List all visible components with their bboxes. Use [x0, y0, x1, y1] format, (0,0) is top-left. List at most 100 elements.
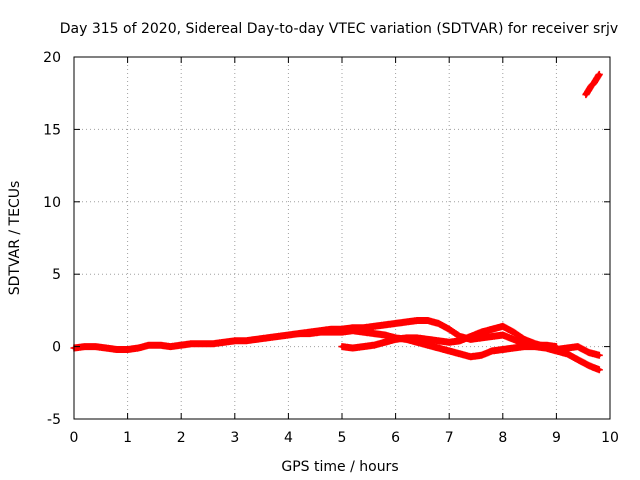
data-point	[233, 339, 237, 343]
y-tick-label: -5	[47, 412, 61, 428]
data-point	[584, 92, 588, 97]
data-point	[468, 354, 473, 359]
data-point	[597, 72, 602, 77]
data-point	[82, 344, 87, 349]
data-point	[340, 330, 344, 334]
data-point	[372, 324, 377, 329]
x-tick-label: 1	[123, 430, 132, 446]
data-point	[490, 327, 494, 332]
data-point	[415, 318, 419, 323]
y-tick-label: 15	[43, 122, 61, 138]
data-point	[393, 321, 398, 326]
series-3	[338, 322, 603, 359]
data-point	[597, 353, 602, 358]
data-point	[533, 341, 537, 346]
data-point	[426, 343, 430, 348]
data-point	[275, 334, 280, 339]
x-tick-label: 7	[445, 430, 454, 446]
data-point	[511, 337, 516, 342]
data-point	[190, 341, 194, 346]
data-point	[554, 347, 559, 352]
data-point	[404, 320, 409, 324]
data-point	[329, 330, 334, 334]
data-point	[340, 344, 344, 349]
x-tick-label: 8	[498, 430, 507, 446]
x-tick-label: 0	[70, 430, 79, 446]
data-point	[372, 343, 377, 348]
data-point	[168, 344, 173, 349]
data-point	[211, 341, 216, 346]
data-point	[586, 88, 591, 93]
data-point	[415, 336, 419, 340]
data-point	[490, 349, 494, 353]
data-point	[350, 346, 355, 350]
data-point	[136, 346, 141, 350]
data-point	[93, 344, 98, 349]
data-point	[372, 331, 377, 336]
data-point	[522, 337, 526, 342]
data-point	[479, 353, 484, 358]
data-point	[222, 340, 226, 345]
x-tick-label: 4	[284, 430, 293, 446]
data-point	[383, 340, 387, 345]
data-point	[447, 327, 452, 332]
data-point	[479, 330, 484, 334]
x-tick-label: 3	[230, 430, 239, 446]
data-point	[468, 334, 473, 339]
data-point	[350, 328, 355, 333]
data-point	[297, 331, 301, 336]
data-point	[125, 347, 130, 352]
data-point	[383, 333, 387, 337]
data-point	[404, 336, 409, 340]
data-point	[458, 339, 462, 343]
data-point	[511, 330, 516, 334]
data-point	[308, 331, 312, 336]
data-point	[158, 343, 162, 348]
data-point	[147, 343, 151, 348]
series-4	[582, 70, 603, 99]
data-point	[286, 333, 291, 337]
y-tick-label: 0	[52, 340, 61, 356]
x-tick-label: 2	[177, 430, 186, 446]
data-point	[447, 340, 452, 345]
data-point	[200, 341, 205, 346]
data-point	[447, 349, 452, 353]
data-point	[543, 344, 548, 349]
data-point	[586, 363, 591, 368]
data-point	[501, 333, 505, 337]
data-point	[361, 344, 366, 349]
x-axis-label: GPS time / hours	[281, 459, 398, 475]
data-point	[243, 339, 248, 343]
data-point	[597, 368, 602, 372]
data-point	[522, 344, 526, 349]
data-point	[576, 357, 580, 362]
data-point	[594, 76, 599, 81]
data-point	[436, 346, 441, 350]
y-tick-label: 10	[43, 195, 61, 211]
data-point	[511, 346, 516, 350]
data-point	[361, 330, 366, 334]
data-point	[576, 344, 580, 349]
data-point	[436, 321, 441, 326]
data-marks	[70, 70, 603, 374]
series-1	[70, 317, 560, 353]
data-point	[458, 352, 462, 356]
data-point	[490, 334, 494, 339]
data-point	[393, 337, 398, 342]
data-point	[501, 347, 505, 352]
y-tick-label: 5	[52, 267, 61, 283]
data-point	[426, 318, 430, 323]
x-tick-label: 6	[391, 430, 400, 446]
x-tick-label: 10	[601, 430, 619, 446]
data-point	[179, 343, 183, 348]
data-point	[383, 323, 387, 327]
data-point	[565, 352, 569, 356]
data-point	[479, 336, 484, 340]
data-point	[104, 346, 108, 350]
data-point	[265, 336, 269, 340]
data-point	[586, 350, 591, 355]
chart-title: Day 315 of 2020, Sidereal Day-to-day VTE…	[60, 21, 618, 37]
grid	[74, 57, 610, 419]
y-axis-label: SDTVAR / TECUs	[7, 181, 23, 296]
